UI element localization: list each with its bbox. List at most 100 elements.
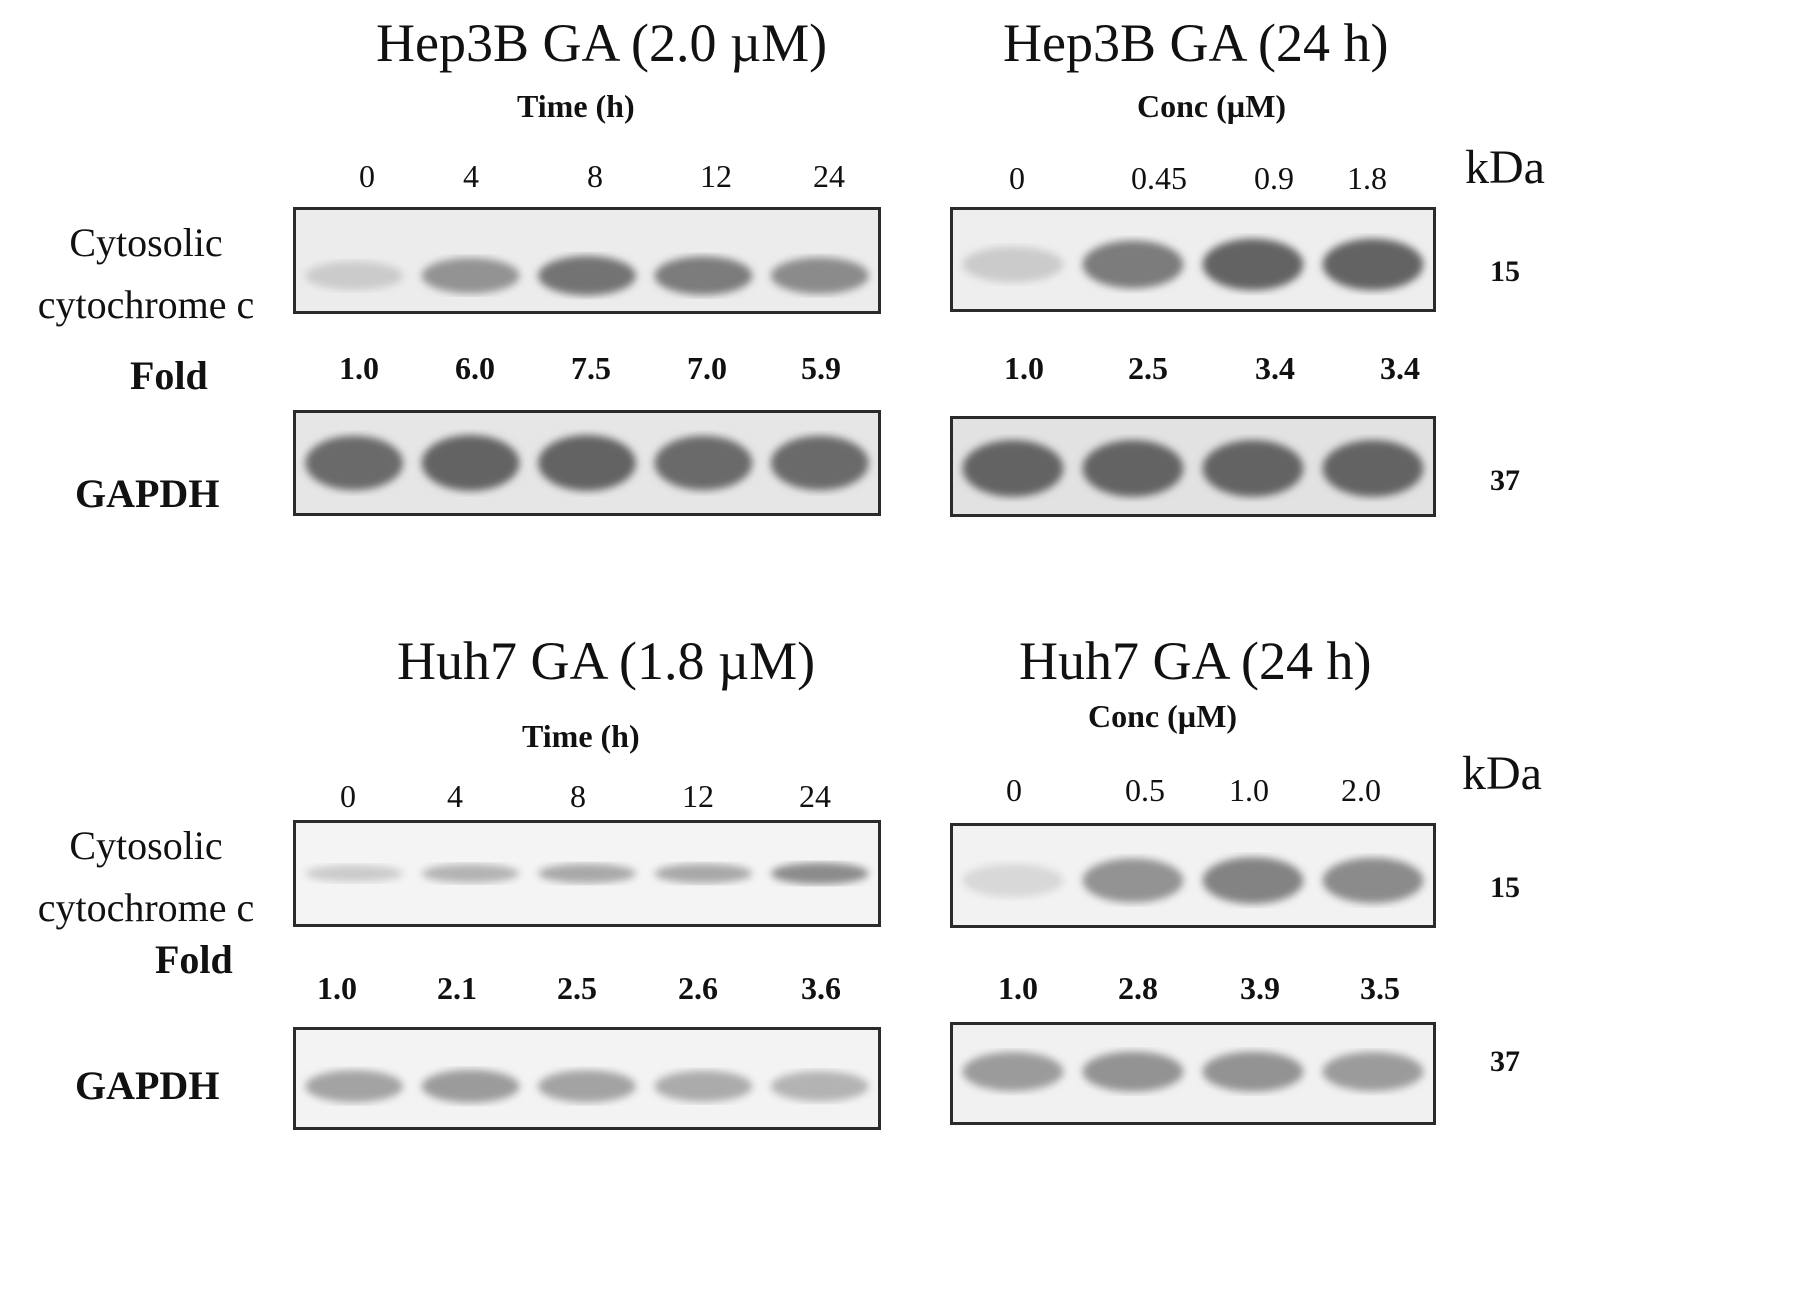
kda-label-top: kDa [1465,141,1545,194]
band [770,1071,869,1102]
lane-label: 24 [799,778,831,814]
band [1202,1051,1304,1092]
lane-label: 0 [1009,160,1025,196]
cytochrome-c-blot [950,207,1436,312]
axis-subtitle-huh7-conc: Conc (µM) [1088,698,1238,734]
band [654,863,753,884]
row-label-line: cytochrome c [37,282,255,327]
fold-value: 2.8 [1118,970,1158,1006]
cytochrome-c-blot [293,207,881,314]
row-label-fold: Fold [155,937,233,982]
lane-label: 0 [340,778,356,814]
lane-label: 0 [1006,772,1022,808]
band [962,440,1064,497]
band [421,257,520,294]
row-label-line: Cytosolic [69,823,223,868]
band [962,246,1064,283]
lane-label: 1.0 [1229,772,1269,808]
fold-value: 3.9 [1240,970,1280,1006]
band [1082,240,1184,289]
band [770,862,869,885]
row-label-cytochrome-c: Cytosolic cytochrome c [12,815,280,939]
blot-image [296,413,878,513]
mw-marker: 15 [1490,871,1520,904]
lane-label: 0.5 [1125,772,1165,808]
band [1082,858,1184,903]
row-label-fold: Fold [130,353,208,398]
band [538,255,636,296]
gapdh-blot [293,410,881,516]
band [1322,1052,1424,1092]
lane-label: 12 [682,778,714,814]
blot-image [296,1030,878,1127]
fold-value: 6.0 [455,350,495,386]
gapdh-blot [293,1027,881,1130]
axis-subtitle-huh7-time: Time (h) [522,718,640,754]
band [1202,440,1304,497]
fold-value: 1.0 [339,350,379,386]
mw-marker: 37 [1490,464,1520,497]
lane-label: 0.9 [1254,160,1294,196]
fold-value: 5.9 [801,350,841,386]
blot-image [953,1025,1433,1122]
panel-title-huh7-conc: Huh7 GA (24 h) [1019,631,1372,691]
panel-title-huh7-time: Huh7 GA (1.8 µM) [397,631,816,691]
band [421,435,520,491]
lane-label: 8 [570,778,586,814]
band [962,1052,1064,1092]
fold-value: 2.6 [678,970,718,1006]
band [421,1069,520,1103]
band [654,256,753,295]
band [770,435,869,491]
band [770,257,869,294]
band [1202,238,1304,291]
lane-label: 0 [359,158,375,194]
blot-image [296,823,878,924]
band [305,435,404,491]
band [538,1070,636,1103]
fold-value: 2.5 [1128,350,1168,386]
lane-label: 12 [700,158,732,194]
lane-label: 1.8 [1347,160,1387,196]
gapdh-blot [950,1022,1436,1125]
fold-value: 2.5 [557,970,597,1006]
band [538,863,636,884]
fold-value: 1.0 [317,970,357,1006]
cytochrome-c-blot [293,820,881,927]
band [305,865,404,882]
lane-label: 8 [587,158,603,194]
band [962,863,1064,898]
lane-label: 2.0 [1341,772,1381,808]
band [1322,857,1424,904]
row-label-line: cytochrome c [37,885,255,930]
lane-label: 4 [447,778,463,814]
fold-value: 2.1 [437,970,477,1006]
panel-title-hep3b-time: Hep3B GA (2.0 µM) [376,13,828,73]
band [654,1070,753,1102]
band [1322,238,1424,291]
blot-image [296,210,878,311]
lane-label: 24 [813,158,845,194]
axis-subtitle-hep3b-time: Time (h) [517,88,635,124]
blot-image [953,210,1433,309]
band [538,435,636,491]
axis-subtitle-hep3b-conc: Conc (µM) [1137,88,1287,124]
fold-value: 1.0 [998,970,1038,1006]
fold-value: 3.6 [801,970,841,1006]
band [1322,440,1424,497]
row-label-cytochrome-c: Cytosolic cytochrome c [12,212,280,336]
lane-label: 0.45 [1131,160,1187,196]
blot-image [953,826,1433,925]
mw-marker: 15 [1490,255,1520,288]
band [305,261,404,290]
band [1082,440,1184,497]
band [1202,857,1304,904]
gapdh-blot [950,416,1436,517]
row-label-gapdh: GAPDH [75,471,220,516]
fold-value: 3.4 [1255,350,1295,386]
fold-value: 7.5 [571,350,611,386]
band [654,435,753,491]
kda-label-bottom: kDa [1462,747,1542,800]
band [1082,1051,1184,1092]
cytochrome-c-blot [950,823,1436,928]
